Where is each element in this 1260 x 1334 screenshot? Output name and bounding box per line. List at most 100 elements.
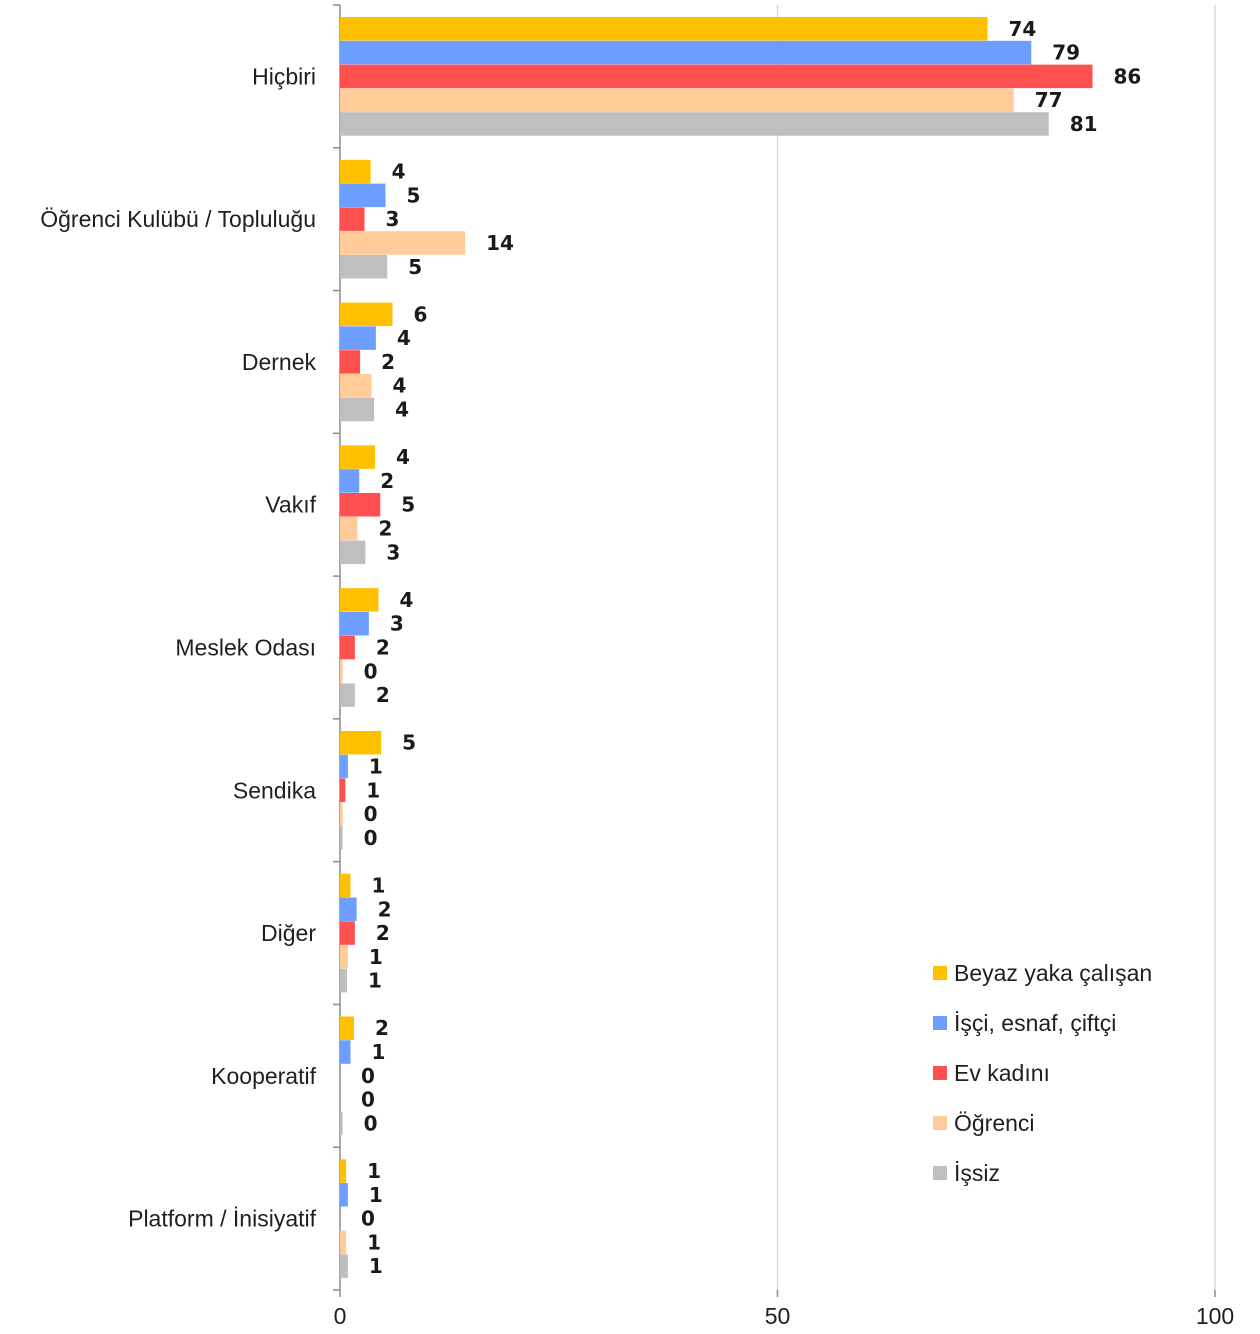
data-label: 4 (393, 374, 407, 398)
category-label: Sendika (233, 777, 316, 803)
category-label: Hiçbiri (252, 63, 316, 89)
data-label: 0 (364, 659, 378, 683)
data-label: 1 (369, 1183, 383, 1207)
bar (340, 754, 348, 779)
legend-swatch (933, 966, 947, 980)
bar (340, 492, 381, 517)
bar (340, 469, 360, 493)
bar (340, 1183, 348, 1207)
data-label: 3 (386, 540, 400, 564)
data-label: 1 (369, 754, 383, 778)
x-tick-label: 50 (765, 1303, 791, 1329)
bar (340, 112, 1049, 136)
data-label: 2 (376, 636, 390, 660)
bar (340, 1040, 351, 1064)
bar (340, 255, 388, 279)
bar (340, 516, 358, 541)
data-label: 4 (392, 160, 406, 184)
bar (340, 373, 372, 398)
legend-label: Öğrenci (954, 1110, 1035, 1136)
data-label: 0 (361, 1207, 375, 1231)
data-label: 2 (376, 921, 390, 945)
data-label: 3 (390, 612, 404, 636)
data-label: 0 (361, 1088, 375, 1112)
data-label: 1 (367, 1159, 381, 1183)
bar (340, 159, 371, 184)
legend-label: Beyaz yaka çalışan (954, 960, 1152, 986)
bar (340, 207, 365, 231)
category-label: Diğer (261, 920, 316, 946)
bar (340, 40, 1032, 65)
data-label: 4 (396, 445, 410, 469)
bar (340, 64, 1093, 89)
data-label: 5 (402, 731, 416, 755)
legend-swatch (933, 1116, 947, 1130)
data-label: 74 (1009, 17, 1037, 41)
x-tick-label: 100 (1196, 1303, 1234, 1329)
data-label: 2 (379, 517, 393, 541)
bar (340, 326, 376, 350)
category-label: Dernek (242, 349, 317, 375)
bar (340, 873, 351, 898)
data-label: 6 (414, 302, 428, 326)
bar (340, 921, 355, 945)
data-label: 5 (401, 493, 415, 517)
legend-label: Ev kadını (954, 1060, 1050, 1086)
data-label: 1 (368, 969, 382, 993)
bar (340, 945, 348, 969)
bar (340, 802, 343, 826)
bar (340, 17, 988, 41)
bar (340, 1016, 354, 1040)
data-label: 2 (375, 1016, 389, 1040)
data-label: 1 (369, 945, 383, 969)
data-label: 4 (400, 588, 414, 612)
data-label: 4 (397, 326, 411, 350)
data-label: 2 (376, 683, 390, 707)
bar (340, 350, 361, 374)
bar (340, 183, 386, 208)
bar (340, 302, 393, 327)
data-label: 1 (367, 1230, 381, 1254)
bar (340, 659, 343, 684)
data-label: 4 (395, 398, 409, 422)
data-label: 2 (381, 350, 395, 374)
data-label: 86 (1114, 64, 1142, 88)
legend-swatch (933, 1166, 947, 1180)
data-label: 2 (378, 897, 392, 921)
data-label: 0 (364, 1111, 378, 1135)
data-label: 0 (364, 802, 378, 826)
bar (340, 730, 382, 755)
bar (340, 231, 466, 255)
bar (340, 397, 375, 422)
data-label: 1 (372, 1040, 386, 1064)
category-label: Vakıf (265, 492, 316, 518)
data-label: 77 (1035, 88, 1063, 112)
data-label: 14 (486, 231, 514, 255)
bar (340, 683, 355, 707)
data-label: 0 (364, 826, 378, 850)
category-label: Meslek Odası (175, 635, 316, 661)
legend: Beyaz yaka çalışan İşçi, esnaf, çiftçi Ev … (933, 960, 1152, 1186)
x-tick-label: 0 (334, 1303, 347, 1329)
bar (340, 826, 343, 850)
data-label: 1 (366, 778, 380, 802)
data-label: 5 (407, 183, 421, 207)
data-label: 1 (372, 873, 386, 897)
bar (340, 1254, 348, 1278)
bar (340, 445, 375, 469)
category-label: Platform / İnisiyatif (128, 1206, 316, 1232)
bar (340, 88, 1014, 112)
data-label: 1 (369, 1254, 383, 1278)
bar (340, 1230, 347, 1255)
bar (340, 588, 379, 612)
legend-label: İşsiz (954, 1160, 1000, 1186)
bar (340, 778, 346, 803)
legend-swatch (933, 1016, 947, 1030)
bar (340, 1111, 343, 1136)
category-label: Kooperatif (211, 1063, 316, 1089)
bar (340, 540, 366, 565)
bar (340, 611, 369, 636)
data-label: 81 (1070, 112, 1098, 136)
